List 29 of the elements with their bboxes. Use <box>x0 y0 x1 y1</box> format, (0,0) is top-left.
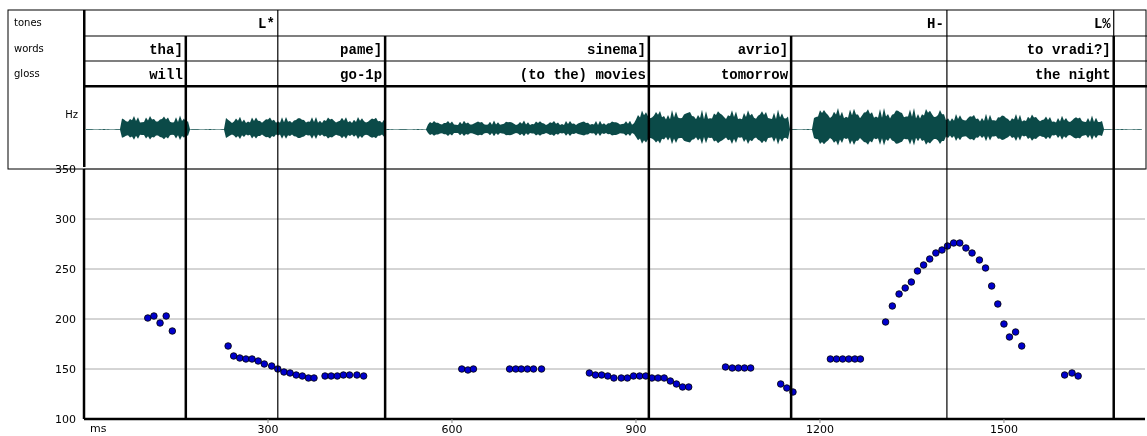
ref-line-label: to vradi?] <box>1026 42 1111 58</box>
y-tick-label: 350 <box>55 162 76 176</box>
text: words <box>14 43 44 54</box>
y-tick-label: 300 <box>55 212 76 226</box>
ref-line-label: pame] <box>340 42 383 58</box>
y-axis-title: Hz <box>65 108 78 120</box>
x-tick-label: 1200 <box>805 422 834 436</box>
y-tick-label: 250 <box>55 262 76 276</box>
ref-line-label: go-1p <box>340 67 383 83</box>
ref-line-label: the night <box>1035 67 1111 83</box>
ref-line-label: L* <box>257 16 275 32</box>
x-tick-label: 300 <box>257 422 279 436</box>
ref-line-label: sinema] <box>587 42 646 58</box>
text: gloss <box>14 68 40 79</box>
y-tick-label: 150 <box>55 362 76 376</box>
y-tick-label: 200 <box>55 312 76 326</box>
ref-line-label: (to the) movies <box>519 67 646 83</box>
x-axis-title: ms <box>90 422 107 435</box>
x-tick-label: 600 <box>441 422 463 436</box>
x-tick-label: 1500 <box>989 422 1018 436</box>
ref-line-label: tomorrow <box>720 67 789 83</box>
ref-line-label: avrio] <box>737 42 789 58</box>
y-tick-label: 100 <box>55 412 76 426</box>
x-tick-label: 900 <box>625 422 647 436</box>
ref-line-label: L% <box>1093 16 1112 32</box>
ref-line-label: tha] <box>149 42 183 58</box>
ref-line-label: will <box>149 67 183 83</box>
text: tones <box>14 17 42 28</box>
ref-line-label: H- <box>927 16 944 32</box>
